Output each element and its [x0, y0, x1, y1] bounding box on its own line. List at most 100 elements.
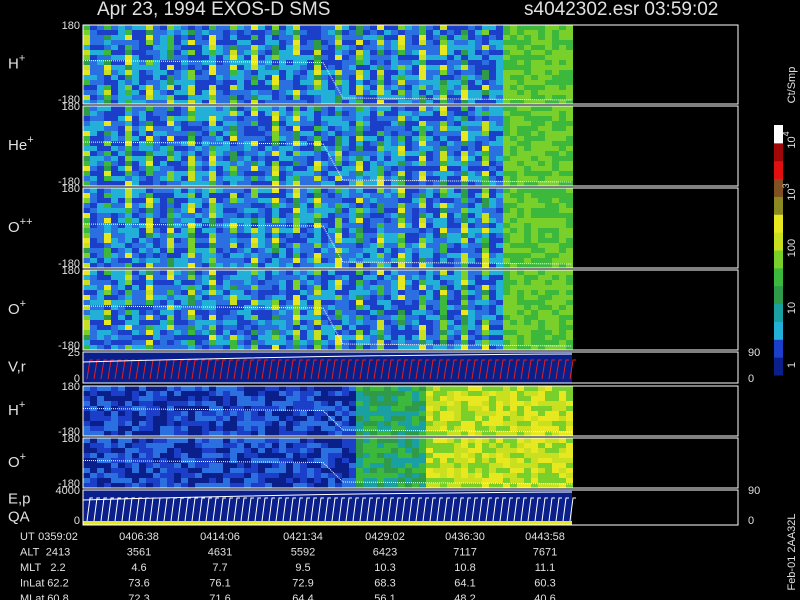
cell [279, 258, 286, 263]
cell [272, 203, 279, 208]
cell [160, 171, 167, 176]
cell [447, 198, 454, 203]
cell [230, 258, 237, 263]
cell [104, 213, 111, 218]
cell [111, 95, 118, 100]
cell [433, 320, 440, 325]
cell [342, 121, 349, 126]
cell [209, 330, 216, 335]
cell [230, 386, 237, 391]
cell [111, 345, 118, 350]
cell [258, 320, 265, 325]
cell [454, 90, 461, 95]
cell [223, 310, 230, 315]
cell [412, 70, 419, 75]
cell [510, 280, 517, 285]
cell [405, 335, 412, 340]
cell [370, 330, 377, 335]
cell [342, 176, 349, 181]
cell [293, 188, 300, 193]
cell [412, 310, 419, 315]
cell [209, 126, 216, 131]
cell [125, 416, 132, 421]
cell [398, 386, 405, 391]
cell [356, 238, 363, 243]
cell [279, 280, 286, 285]
cell [90, 136, 97, 141]
cell [454, 330, 461, 335]
cell [370, 223, 377, 228]
cell [195, 146, 202, 151]
cell [104, 285, 111, 290]
cell [433, 243, 440, 248]
cell [412, 25, 419, 30]
cell [293, 50, 300, 55]
cell [559, 146, 566, 151]
cell [321, 305, 328, 310]
cell [384, 386, 391, 391]
cell [279, 156, 286, 161]
cell [342, 218, 349, 223]
cell [251, 30, 258, 35]
cell [412, 100, 419, 104]
cell [454, 213, 461, 218]
cell [90, 80, 97, 85]
cell [125, 50, 132, 55]
cell [118, 248, 125, 253]
cell [181, 243, 188, 248]
cell [433, 100, 440, 104]
cell [552, 30, 559, 35]
cell [265, 218, 272, 223]
cell [510, 335, 517, 340]
cell [139, 95, 146, 100]
cell [433, 263, 440, 268]
cell [251, 340, 258, 345]
cell [405, 426, 412, 431]
cell [104, 131, 111, 136]
cell [251, 116, 258, 121]
cell [300, 406, 307, 411]
cell [97, 203, 104, 208]
cell [454, 156, 461, 161]
cell [496, 75, 503, 80]
cell [258, 315, 265, 320]
cell [153, 25, 160, 30]
cell [503, 181, 510, 186]
cell [174, 166, 181, 171]
cell [461, 248, 468, 253]
cell [132, 320, 139, 325]
cell [426, 208, 433, 213]
cell [237, 100, 244, 104]
cell [538, 80, 545, 85]
cell [216, 136, 223, 141]
cell [426, 85, 433, 90]
cell [167, 285, 174, 290]
cell [321, 85, 328, 90]
cell [412, 75, 419, 80]
cell [489, 121, 496, 126]
cell [293, 411, 300, 416]
cell [167, 193, 174, 198]
cell [370, 396, 377, 401]
cell [370, 136, 377, 141]
cell [237, 386, 244, 391]
cell [496, 295, 503, 300]
cell [475, 70, 482, 75]
cell [356, 406, 363, 411]
cell [335, 136, 342, 141]
cell [118, 126, 125, 131]
cell [258, 295, 265, 300]
cell [552, 151, 559, 156]
cell [363, 386, 370, 391]
cell [188, 70, 195, 75]
cell [356, 166, 363, 171]
cell [412, 285, 419, 290]
cell [167, 50, 174, 55]
cell [412, 35, 419, 40]
cell [97, 335, 104, 340]
cell [503, 198, 510, 203]
cell [468, 55, 475, 60]
cell [489, 285, 496, 290]
cell [97, 386, 104, 391]
cell [279, 181, 286, 186]
